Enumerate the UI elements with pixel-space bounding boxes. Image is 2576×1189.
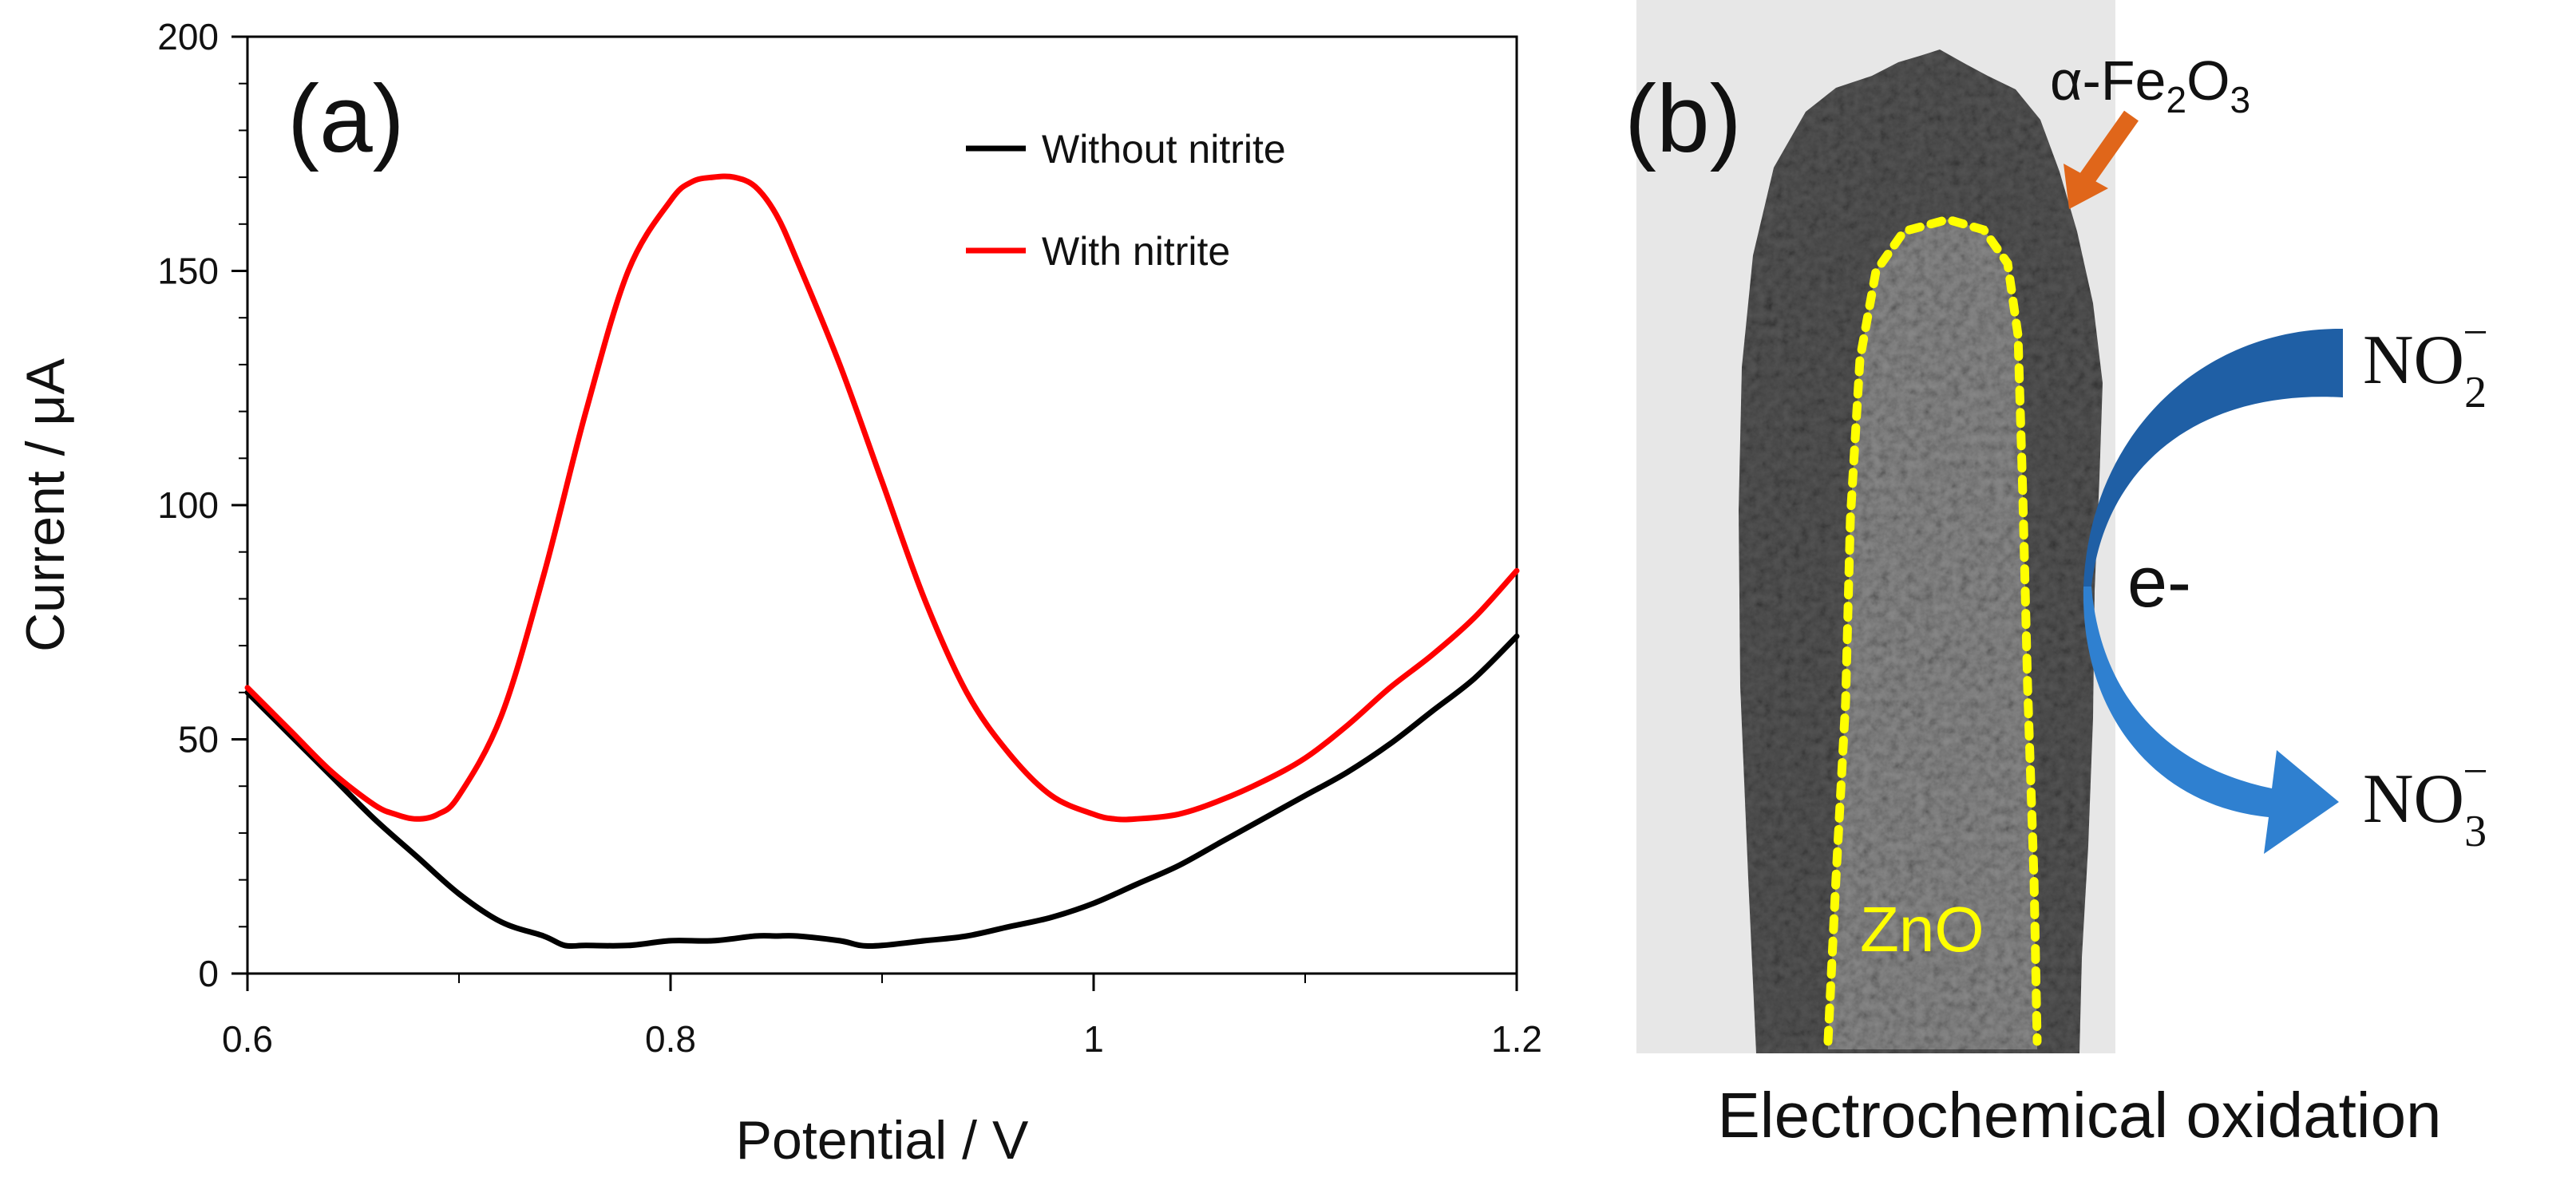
fe-label-prefix: α-Fe (2050, 49, 2166, 112)
electron-label: e- (2127, 543, 2191, 622)
zno-outline (1823, 215, 2042, 1046)
y-tick-label: 50 (178, 719, 219, 760)
x-tick-label: 1.2 (1491, 1018, 1542, 1060)
fe-label-mid: O (2186, 49, 2230, 112)
legend-label-without-nitrite: Without nitrite (1042, 127, 1286, 172)
y-axis-title: Current / μA (15, 357, 76, 652)
panel-b-caption: Electrochemical oxidation (1717, 1080, 2441, 1151)
svg-text:NO2−: NO2 − (2363, 308, 2488, 417)
zno-core (1828, 219, 2037, 1049)
chart-series (244, 173, 1520, 950)
series-line-without-nitrite (244, 633, 1520, 950)
legend-label-with-nitrite: With nitrite (1042, 229, 1230, 274)
y-tick-label: 100 (157, 484, 219, 526)
x-tick-label: 1 (1083, 1018, 1104, 1060)
fe-label-sub2: 3 (2230, 79, 2251, 120)
panel-label-b: (b) (1624, 65, 1742, 172)
electron-transfer-arrow-icon (2083, 328, 2343, 854)
nitrite-sub: 2 (2464, 368, 2487, 417)
nitrate-label: NO3 − (2363, 747, 2488, 856)
panel-label-a: (a) (287, 65, 405, 172)
fe-label-sub1: 2 (2166, 79, 2186, 120)
fe2o3-label: α-Fe2O3 (2050, 49, 2250, 120)
x-axis-ticks: 0.6 0.8 1 1.2 (222, 974, 1542, 1060)
x-tick-label: 0.6 (222, 1018, 273, 1060)
x-tick-label: 0.8 (645, 1018, 696, 1060)
y-axis-ticks: 0 50 100 150 200 (157, 16, 247, 994)
nanorod-schematic: ZnO (b) α-Fe2O3 e- NO2− NO3− Electro (1624, 0, 2488, 1151)
y-tick-label: 150 (157, 251, 219, 292)
svg-text:NO3−: NO3 − (2363, 747, 2488, 856)
legend: Without nitrite With nitrite (966, 127, 1286, 274)
nitrate-sub: 3 (2464, 807, 2487, 856)
nitrite-voltammetry-chart: 0 50 100 150 200 0.6 0.8 1 1.2 (a) Without nitr… (15, 16, 1542, 1171)
series-line-with-nitrite (244, 173, 1520, 823)
nitrite-sup: − (2463, 308, 2488, 357)
svg-text:α-Fe2O3: α-Fe2O3 (2050, 49, 2250, 120)
nitrite-label: NO2 − (2363, 308, 2488, 417)
plot-area (246, 35, 1518, 975)
y-tick-label: 200 (157, 16, 219, 57)
nitrate-main: NO (2363, 760, 2464, 838)
nitrate-sup: − (2463, 747, 2488, 796)
zno-label: ZnO (1860, 894, 1984, 965)
fe2o3-pointer-arrow-icon (2064, 110, 2139, 209)
nitrite-main: NO (2363, 322, 2464, 399)
y-tick-label: 0 (198, 953, 219, 994)
x-axis-title: Potential / V (736, 1110, 1029, 1171)
